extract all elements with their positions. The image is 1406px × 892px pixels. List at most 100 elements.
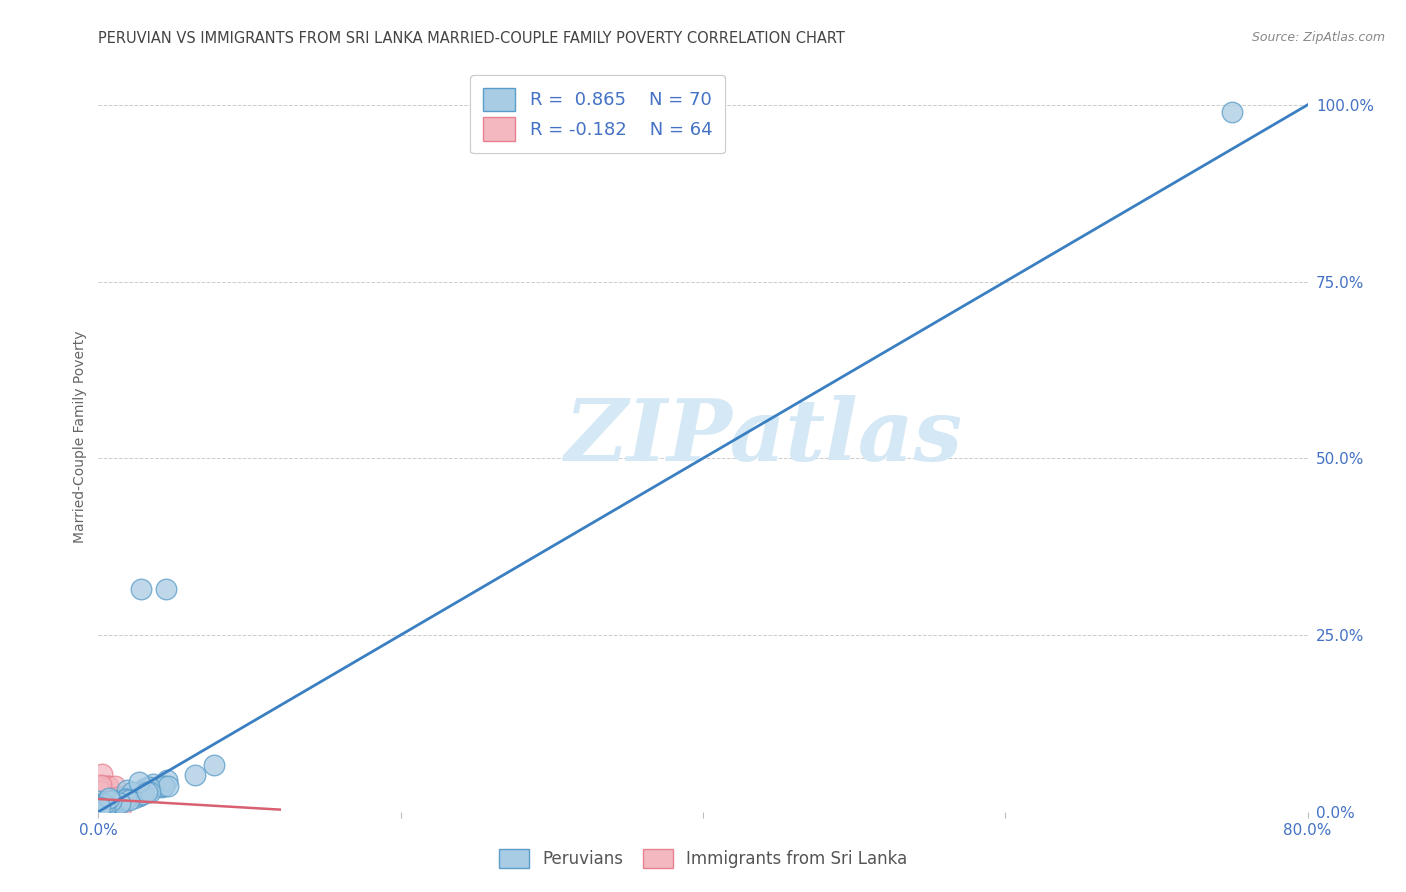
Point (90, 795, 112, 809)
Point (115, 789, 138, 804)
Point (129, 582, 152, 596)
Point (107, 791, 129, 805)
Y-axis label: Married-Couple Family Poverty: Married-Couple Family Poverty (73, 331, 87, 543)
Point (91, 802, 114, 816)
Point (118, 793, 141, 807)
Point (87, 804, 110, 818)
Point (93, 799, 115, 814)
Point (97, 793, 120, 807)
Point (94, 794, 117, 808)
Point (98, 783, 121, 797)
Point (149, 780, 172, 794)
Legend: Peruvians, Immigrants from Sri Lanka: Peruvians, Immigrants from Sri Lanka (492, 842, 914, 875)
Point (98, 791, 121, 805)
Point (89, 797, 111, 812)
Point (90, 792, 112, 806)
Point (141, 780, 163, 795)
Point (110, 800, 132, 814)
Point (128, 788, 150, 802)
Point (90, 792, 112, 806)
Point (87, 794, 110, 808)
Point (98, 794, 121, 808)
Point (97, 797, 120, 812)
Point (94, 796, 117, 810)
Point (91, 793, 114, 807)
Point (93, 800, 115, 814)
Point (105, 794, 128, 808)
Point (115, 782, 138, 797)
Point (97, 783, 120, 797)
Point (128, 785, 150, 799)
Point (90, 783, 112, 797)
Point (184, 768, 207, 782)
Point (96, 785, 118, 799)
Point (97, 780, 120, 794)
Point (103, 795, 125, 809)
Point (96, 792, 118, 806)
Point (152, 779, 174, 793)
Point (96, 794, 118, 808)
Point (91, 790, 114, 805)
Point (112, 793, 135, 807)
Point (135, 785, 157, 799)
Point (101, 789, 124, 804)
Point (142, 777, 165, 791)
Point (93, 791, 115, 805)
Point (89, 789, 111, 804)
Point (101, 793, 124, 807)
Point (89, 791, 111, 805)
Point (90, 789, 112, 803)
Point (90, 791, 112, 805)
Point (93, 787, 115, 801)
Point (97, 779, 120, 793)
Point (115, 791, 138, 805)
Point (100, 797, 122, 812)
Point (87, 789, 110, 804)
Point (108, 796, 131, 810)
Point (115, 792, 138, 806)
Point (121, 784, 143, 798)
Point (115, 789, 138, 803)
Point (91, 779, 114, 793)
Text: PERUVIAN VS IMMIGRANTS FROM SRI LANKA MARRIED-COUPLE FAMILY POVERTY CORRELATION : PERUVIAN VS IMMIGRANTS FROM SRI LANKA MA… (98, 31, 845, 46)
Point (89, 804, 111, 818)
Point (132, 784, 155, 798)
Point (134, 781, 156, 796)
Point (96, 801, 118, 815)
Point (89, 784, 111, 798)
Point (98, 796, 121, 810)
Point (89, 800, 111, 814)
Point (98, 794, 121, 808)
Point (114, 789, 136, 804)
Point (101, 795, 124, 809)
Point (90, 796, 112, 810)
Point (132, 787, 155, 801)
Point (90, 784, 112, 798)
Point (89, 797, 111, 812)
Point (91, 779, 114, 793)
Legend: R =  0.865    N = 70, R = -0.182    N = 64: R = 0.865 N = 70, R = -0.182 N = 64 (470, 75, 725, 153)
Point (87, 794, 110, 808)
Point (87, 803, 110, 817)
Point (93, 800, 115, 814)
Point (93, 797, 115, 811)
Point (138, 780, 160, 794)
Point (156, 779, 179, 793)
Point (89, 802, 111, 816)
Point (94, 797, 117, 812)
Point (127, 789, 149, 804)
Point (93, 800, 115, 814)
Point (87, 780, 110, 794)
Point (156, 773, 179, 788)
Point (91, 767, 114, 781)
Point (128, 785, 150, 799)
Point (122, 790, 145, 805)
Point (104, 779, 127, 793)
Point (87, 804, 110, 818)
Point (87, 786, 110, 800)
Point (90, 789, 112, 804)
Point (89, 792, 111, 806)
Point (89, 805, 111, 819)
Point (128, 774, 150, 789)
Point (128, 789, 150, 803)
